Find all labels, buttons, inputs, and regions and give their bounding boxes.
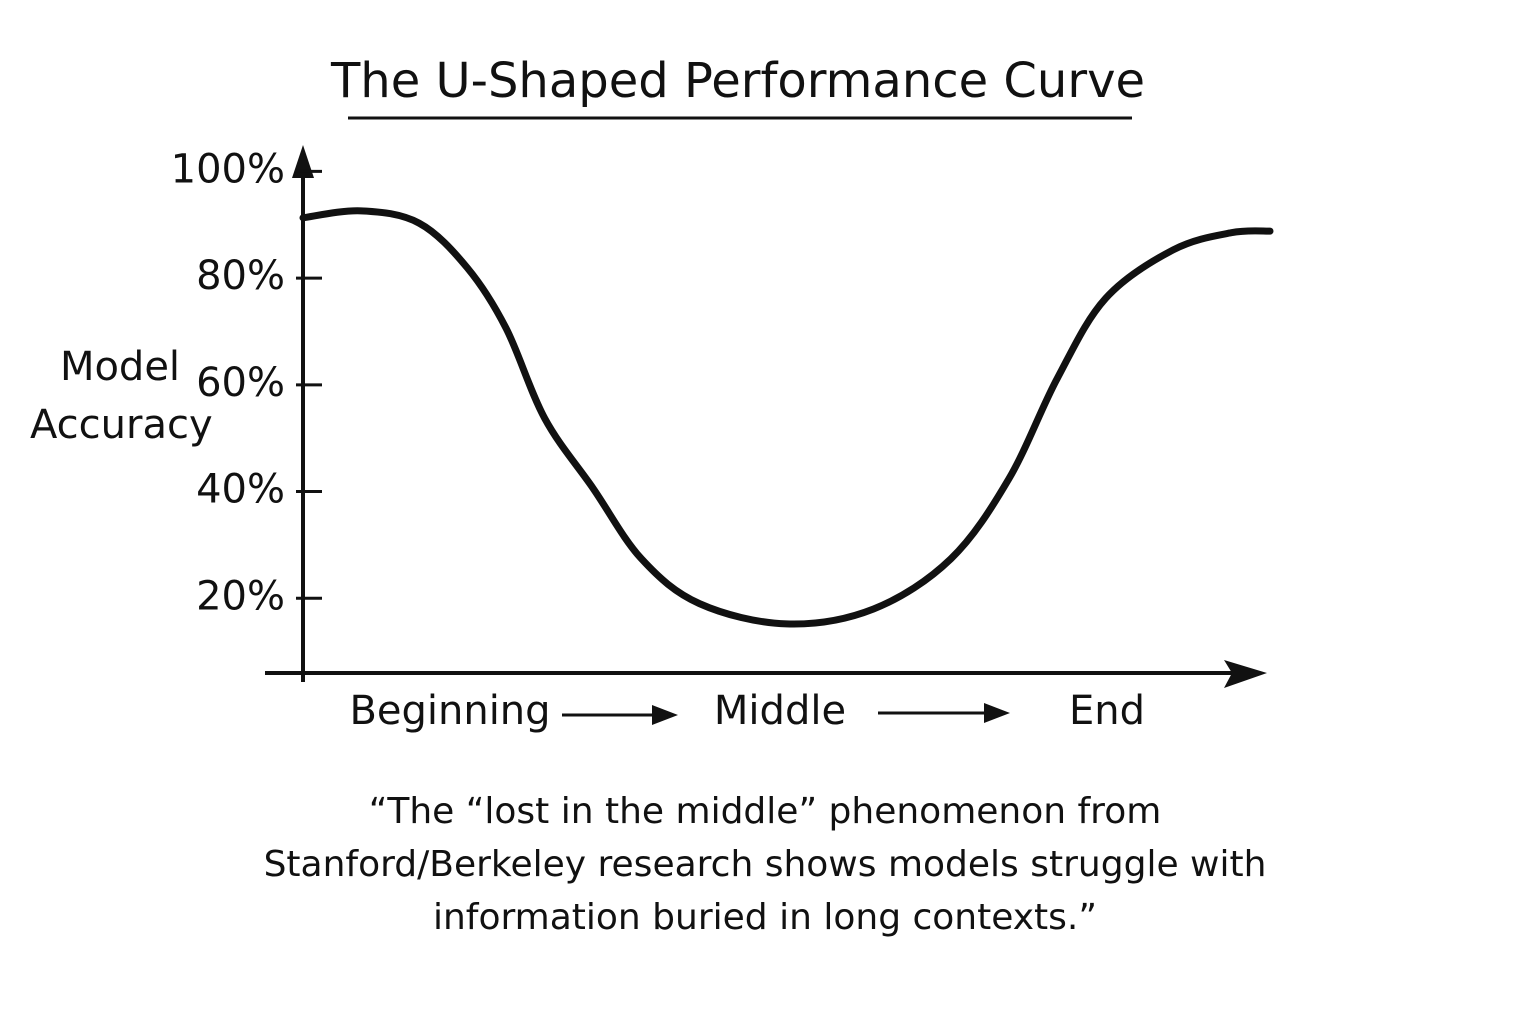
y-tick-label: 20% — [196, 573, 285, 619]
y-axis-arrow — [292, 145, 314, 178]
y-tick-label: 100% — [171, 146, 285, 192]
x-axis-label: End — [1069, 688, 1145, 734]
y-tick-label: 60% — [196, 360, 285, 406]
chart-title: The U-Shaped Performance Curve — [330, 53, 1145, 109]
y-axis-label: Model Accuracy — [30, 344, 213, 448]
x-axis-label: Middle — [714, 688, 846, 734]
caption: “The “lost in the middle” phenomenon fro… — [263, 791, 1267, 938]
flow-arrow-head — [652, 705, 678, 725]
y-tick-label: 40% — [196, 467, 285, 513]
y-tick-label: 80% — [196, 253, 285, 299]
x-axis-label: Beginning — [349, 688, 550, 734]
line — [299, 207, 1274, 628]
x-axis-arrow — [1224, 660, 1267, 688]
flow-arrow-head — [984, 703, 1010, 723]
